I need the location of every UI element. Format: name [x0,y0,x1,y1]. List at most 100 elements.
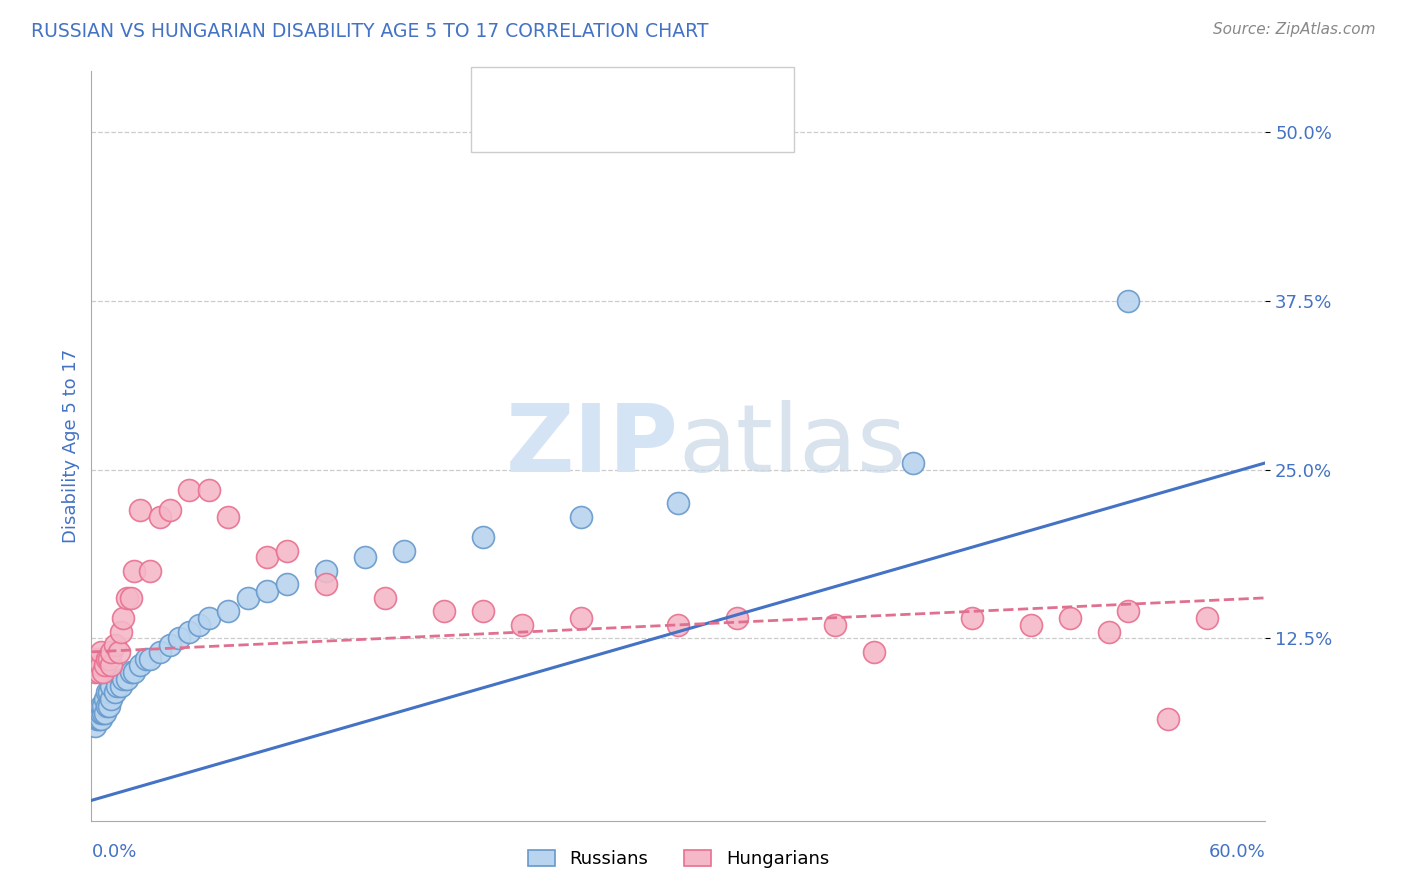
Point [1195,611,1218,625]
Point [94,658,117,673]
Text: ZIP: ZIP [506,400,678,492]
Point [89,706,111,720]
Point [471,530,494,544]
Point [86,658,108,673]
Point [98,685,121,699]
Point [139,564,162,578]
Point [89,712,111,726]
Point [115,672,138,686]
Point [90,645,112,659]
Point [901,456,924,470]
Text: RUSSIAN VS HUNGARIAN DISABILITY AGE 5 TO 17 CORRELATION CHART: RUSSIAN VS HUNGARIAN DISABILITY AGE 5 TO… [31,22,709,41]
Text: Source: ZipAtlas.com: Source: ZipAtlas.com [1212,22,1375,37]
Point [1118,293,1140,308]
Point [236,591,259,605]
Point [824,618,846,632]
Point [98,651,121,665]
Point [110,624,132,639]
Point [104,685,127,699]
Point [169,632,191,646]
Point [149,645,172,659]
Point [98,698,121,713]
Point [129,658,152,673]
Point [120,665,142,680]
Point [188,618,211,632]
Point [129,503,152,517]
Point [197,611,219,625]
Point [1118,604,1140,618]
Point [94,692,117,706]
Point [100,645,122,659]
Point [96,651,118,665]
Point [96,685,118,699]
Point [104,638,127,652]
Point [510,618,533,632]
Point [120,591,142,605]
Point [86,712,108,726]
Point [90,706,112,720]
Point [354,550,377,565]
Point [315,577,337,591]
Point [111,611,134,625]
Point [256,584,278,599]
Point [135,651,157,665]
Legend: Russians, Hungarians: Russians, Hungarians [520,843,837,875]
Point [471,604,494,618]
Point [725,611,748,625]
Point [1098,624,1121,639]
Point [432,604,454,618]
Point [91,665,114,680]
Point [100,692,122,706]
Point [90,698,112,713]
Point [159,638,181,652]
Point [90,712,112,726]
Point [374,591,396,605]
Point [100,658,122,673]
Point [86,651,108,665]
Point [100,679,122,693]
Point [1059,611,1081,625]
Point [217,509,239,524]
Point [315,564,337,578]
Point [197,483,219,497]
Point [124,665,146,680]
FancyBboxPatch shape [491,81,526,104]
Point [111,672,134,686]
Point [179,483,201,497]
Point [863,645,886,659]
Point [90,658,112,673]
Point [569,611,592,625]
Point [569,509,592,524]
Point [84,719,107,733]
Point [394,543,416,558]
Point [276,577,298,591]
Point [96,698,118,713]
Y-axis label: Disability Age 5 to 17: Disability Age 5 to 17 [62,349,80,543]
Text: atlas: atlas [678,400,907,492]
Text: R = 0.579   N = 46: R = 0.579 N = 46 [538,84,717,102]
Point [89,651,111,665]
Point [149,509,172,524]
Point [1019,618,1042,632]
FancyBboxPatch shape [491,116,526,139]
Point [94,706,117,720]
Point [179,624,201,639]
Point [115,591,138,605]
Point [124,564,146,578]
Point [1156,712,1178,726]
Point [105,679,128,693]
Point [666,496,689,510]
Point [159,503,181,517]
Point [960,611,983,625]
Point [91,698,114,713]
Point [276,543,298,558]
Text: R = 0.095   N = 46: R = 0.095 N = 46 [538,119,717,136]
Point [107,645,129,659]
Text: 0.0%: 0.0% [91,843,136,861]
Point [84,665,107,680]
Point [139,651,162,665]
Point [110,679,132,693]
Point [666,618,689,632]
Point [217,604,239,618]
Point [86,706,108,720]
